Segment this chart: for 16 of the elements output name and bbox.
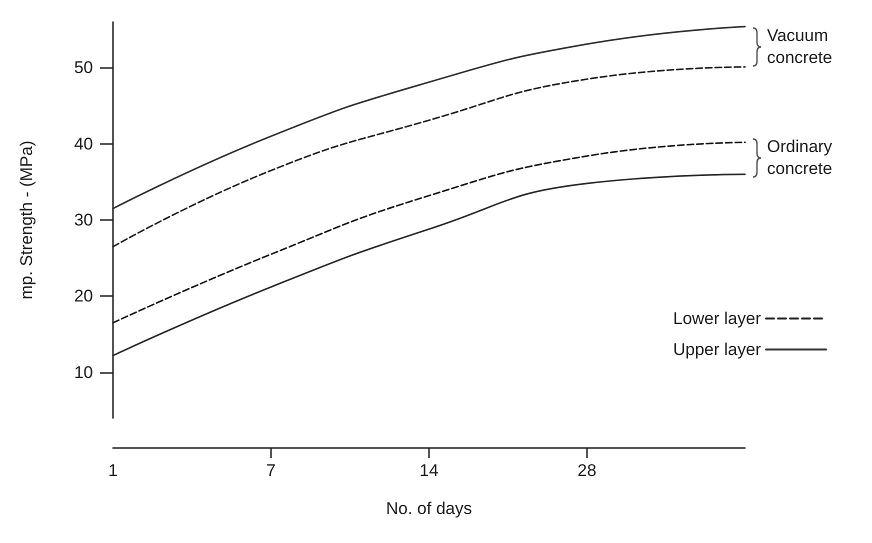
x-tick-label: 14 — [420, 461, 438, 480]
y-tick-label: 50 — [74, 58, 93, 78]
x-tick-label: 7 — [266, 461, 276, 480]
legend-label: Lower layer — [673, 309, 762, 328]
annotation: Vacuum concrete — [767, 24, 834, 69]
y-axis-title: mp. Strength - (MPa) — [17, 140, 36, 300]
y-tick-label: 10 — [74, 362, 93, 382]
annotation: Ordinary concrete — [767, 136, 834, 180]
x-tick-label: 28 — [578, 461, 596, 480]
x-axis-title: No. of days — [386, 499, 472, 518]
x-tick-label: 1 — [108, 461, 118, 480]
y-tick-label: 20 — [74, 286, 93, 306]
y-tick-label: 30 — [74, 210, 93, 230]
y-tick-label: 40 — [74, 134, 93, 154]
line-series — [112, 26, 746, 210]
legend-label: Upper layer — [673, 340, 762, 359]
